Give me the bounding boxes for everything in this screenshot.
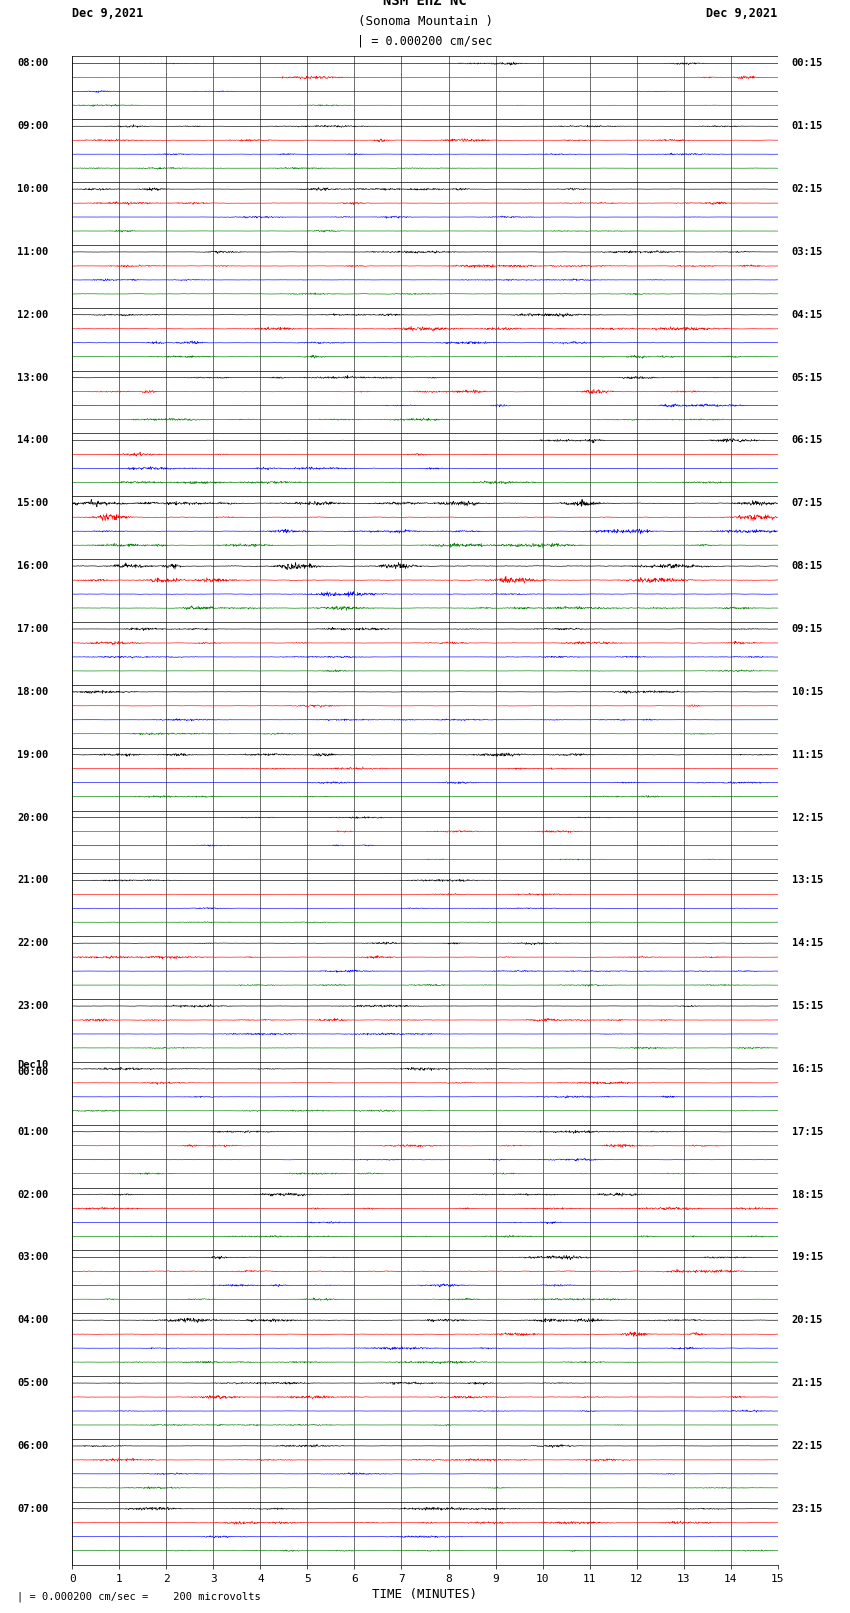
Text: 18:15: 18:15 bbox=[792, 1189, 823, 1200]
Text: 09:15: 09:15 bbox=[792, 624, 823, 634]
Text: 05:15: 05:15 bbox=[792, 373, 823, 382]
Text: 02:15: 02:15 bbox=[792, 184, 823, 194]
Text: | = 0.000200 cm/sec =    200 microvolts: | = 0.000200 cm/sec = 200 microvolts bbox=[17, 1590, 261, 1602]
Text: 01:00: 01:00 bbox=[18, 1127, 48, 1137]
Text: 11:00: 11:00 bbox=[18, 247, 48, 256]
Text: 08:00: 08:00 bbox=[18, 58, 48, 68]
Text: 05:00: 05:00 bbox=[18, 1378, 48, 1389]
Text: 08:15: 08:15 bbox=[792, 561, 823, 571]
Text: 16:15: 16:15 bbox=[792, 1065, 823, 1074]
Text: 20:15: 20:15 bbox=[792, 1315, 823, 1326]
Text: 21:00: 21:00 bbox=[18, 876, 48, 886]
Text: 03:00: 03:00 bbox=[18, 1252, 48, 1263]
Text: 06:00: 06:00 bbox=[18, 1440, 48, 1452]
Text: NSM EHZ NC: NSM EHZ NC bbox=[383, 0, 467, 8]
Text: 22:00: 22:00 bbox=[18, 939, 48, 948]
Text: 07:15: 07:15 bbox=[792, 498, 823, 508]
Text: 14:00: 14:00 bbox=[18, 436, 48, 445]
Text: 04:15: 04:15 bbox=[792, 310, 823, 319]
Text: (Sonoma Mountain ): (Sonoma Mountain ) bbox=[358, 15, 492, 27]
Text: 13:15: 13:15 bbox=[792, 876, 823, 886]
Text: 00:15: 00:15 bbox=[792, 58, 823, 68]
Text: 15:15: 15:15 bbox=[792, 1002, 823, 1011]
Text: 09:00: 09:00 bbox=[18, 121, 48, 131]
Text: 21:15: 21:15 bbox=[792, 1378, 823, 1389]
Text: 20:00: 20:00 bbox=[18, 813, 48, 823]
Text: 17:15: 17:15 bbox=[792, 1127, 823, 1137]
Text: 16:00: 16:00 bbox=[18, 561, 48, 571]
Text: Dec 9,2021: Dec 9,2021 bbox=[72, 8, 144, 21]
Text: | = 0.000200 cm/sec: | = 0.000200 cm/sec bbox=[357, 34, 493, 47]
Text: Dec10: Dec10 bbox=[18, 1060, 48, 1071]
Text: 11:15: 11:15 bbox=[792, 750, 823, 760]
Text: 04:00: 04:00 bbox=[18, 1315, 48, 1326]
Text: 18:00: 18:00 bbox=[18, 687, 48, 697]
X-axis label: TIME (MINUTES): TIME (MINUTES) bbox=[372, 1587, 478, 1600]
Text: 07:00: 07:00 bbox=[18, 1503, 48, 1513]
Text: 19:00: 19:00 bbox=[18, 750, 48, 760]
Text: 13:00: 13:00 bbox=[18, 373, 48, 382]
Text: 23:00: 23:00 bbox=[18, 1002, 48, 1011]
Text: 10:15: 10:15 bbox=[792, 687, 823, 697]
Text: 15:00: 15:00 bbox=[18, 498, 48, 508]
Text: 19:15: 19:15 bbox=[792, 1252, 823, 1263]
Text: 00:00: 00:00 bbox=[18, 1068, 48, 1077]
Text: 02:00: 02:00 bbox=[18, 1189, 48, 1200]
Text: 23:15: 23:15 bbox=[792, 1503, 823, 1513]
Text: Dec 9,2021: Dec 9,2021 bbox=[706, 8, 778, 21]
Text: 22:15: 22:15 bbox=[792, 1440, 823, 1452]
Text: 14:15: 14:15 bbox=[792, 939, 823, 948]
Text: 01:15: 01:15 bbox=[792, 121, 823, 131]
Text: 12:00: 12:00 bbox=[18, 310, 48, 319]
Text: 17:00: 17:00 bbox=[18, 624, 48, 634]
Text: 12:15: 12:15 bbox=[792, 813, 823, 823]
Text: 06:15: 06:15 bbox=[792, 436, 823, 445]
Text: 10:00: 10:00 bbox=[18, 184, 48, 194]
Text: 03:15: 03:15 bbox=[792, 247, 823, 256]
